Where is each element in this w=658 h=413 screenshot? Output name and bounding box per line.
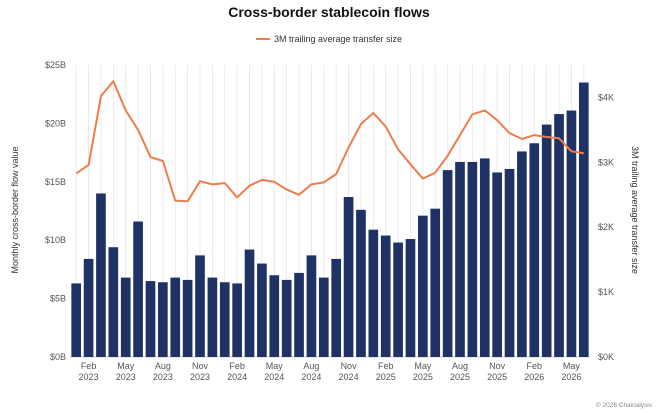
bar bbox=[244, 249, 255, 357]
copyright-footer: © 2026 Chainalysis bbox=[595, 402, 652, 409]
bar bbox=[269, 275, 280, 357]
x-tick-month: Nov bbox=[341, 361, 358, 371]
bar bbox=[145, 281, 156, 357]
x-tick-month: Aug bbox=[452, 361, 468, 371]
bar bbox=[418, 215, 428, 357]
legend: 3M trailing average transfer size bbox=[256, 34, 402, 44]
bar bbox=[281, 279, 292, 357]
x-tick-year: 2026 bbox=[561, 372, 581, 382]
bar bbox=[368, 229, 379, 357]
bar bbox=[405, 239, 416, 357]
right-tick-label: $2K bbox=[598, 222, 614, 232]
x-tick-month: May bbox=[117, 361, 135, 371]
bar bbox=[356, 209, 366, 357]
bar bbox=[207, 277, 218, 357]
bar bbox=[71, 283, 82, 357]
bar bbox=[393, 242, 403, 357]
bar bbox=[306, 255, 317, 357]
x-tick-month: Nov bbox=[489, 361, 506, 371]
left-tick-label: $15B bbox=[45, 177, 66, 187]
axis-layer: $0B $5B $10B $15B $20B $25B $0K $1K $2K $3K $4K Feb… bbox=[45, 60, 614, 382]
bar bbox=[294, 272, 304, 357]
bar bbox=[554, 114, 564, 357]
bar bbox=[479, 158, 490, 357]
bar bbox=[257, 263, 267, 357]
bar bbox=[318, 277, 329, 357]
legend-label: 3M trailing average transfer size bbox=[274, 34, 402, 44]
line-layer bbox=[75, 80, 584, 203]
x-tick-year: 2023 bbox=[190, 372, 210, 382]
bar-layer bbox=[71, 82, 589, 358]
x-tick-year: 2025 bbox=[413, 372, 433, 382]
right-tick-label: $1K bbox=[598, 287, 614, 297]
x-tick-year: 2024 bbox=[301, 372, 321, 382]
right-tick-label: $3K bbox=[598, 157, 614, 167]
bar bbox=[120, 277, 131, 357]
x-tick-year: 2023 bbox=[153, 372, 173, 382]
x-tick-year: 2023 bbox=[79, 372, 99, 382]
left-tick-label: $5B bbox=[50, 294, 66, 304]
line-series bbox=[75, 80, 584, 203]
bar bbox=[578, 82, 589, 358]
left-tick-label: $10B bbox=[45, 235, 66, 245]
x-tick-month: Feb bbox=[81, 361, 97, 371]
x-tick-year: 2024 bbox=[227, 372, 247, 382]
bar bbox=[133, 221, 143, 357]
x-tick-month: Nov bbox=[192, 361, 209, 371]
bar bbox=[380, 235, 391, 357]
bar bbox=[467, 161, 478, 357]
chart-title: Cross-border stablecoin flows bbox=[228, 4, 430, 20]
left-tick-label: $25B bbox=[45, 60, 66, 70]
bar bbox=[492, 172, 502, 357]
right-axis-title: 3M trailing average transfer size bbox=[630, 146, 640, 274]
bar bbox=[455, 161, 465, 357]
bar bbox=[96, 193, 106, 357]
x-tick-month: Feb bbox=[229, 361, 245, 371]
bar bbox=[541, 124, 552, 358]
bar bbox=[529, 143, 540, 357]
right-tick-label: $4K bbox=[598, 92, 614, 102]
bar bbox=[83, 258, 94, 357]
right-tick-label: $0K bbox=[598, 352, 614, 362]
bar bbox=[343, 196, 354, 357]
x-tick-year: 2024 bbox=[339, 372, 359, 382]
x-tick-month: Aug bbox=[155, 361, 171, 371]
bar bbox=[442, 170, 453, 357]
x-tick-month: May bbox=[266, 361, 284, 371]
bar bbox=[232, 283, 242, 357]
x-tick-month: Feb bbox=[527, 361, 543, 371]
bar bbox=[517, 151, 527, 357]
x-tick-year: 2025 bbox=[487, 372, 507, 382]
bar bbox=[566, 110, 577, 357]
x-tick-year: 2025 bbox=[376, 372, 396, 382]
bar bbox=[195, 255, 205, 357]
bar bbox=[331, 258, 342, 357]
x-tick-year: 2023 bbox=[116, 372, 136, 382]
x-tick-year: 2025 bbox=[450, 372, 470, 382]
x-tick-month: Aug bbox=[303, 361, 319, 371]
x-tick-month: May bbox=[414, 361, 432, 371]
bar bbox=[108, 247, 119, 357]
x-tick-month: Feb bbox=[378, 361, 394, 371]
left-tick-label: $0B bbox=[50, 352, 66, 362]
bar bbox=[158, 282, 168, 357]
bar bbox=[182, 279, 193, 357]
left-axis-title: Monthly cross-border flow value bbox=[10, 146, 20, 273]
bar bbox=[170, 277, 181, 357]
bar bbox=[219, 282, 230, 357]
x-tick-year: 2026 bbox=[524, 372, 544, 382]
bar bbox=[504, 168, 515, 357]
x-tick-month: May bbox=[563, 361, 581, 371]
x-tick-year: 2024 bbox=[264, 372, 284, 382]
left-tick-label: $20B bbox=[45, 118, 66, 128]
bar bbox=[430, 208, 441, 357]
